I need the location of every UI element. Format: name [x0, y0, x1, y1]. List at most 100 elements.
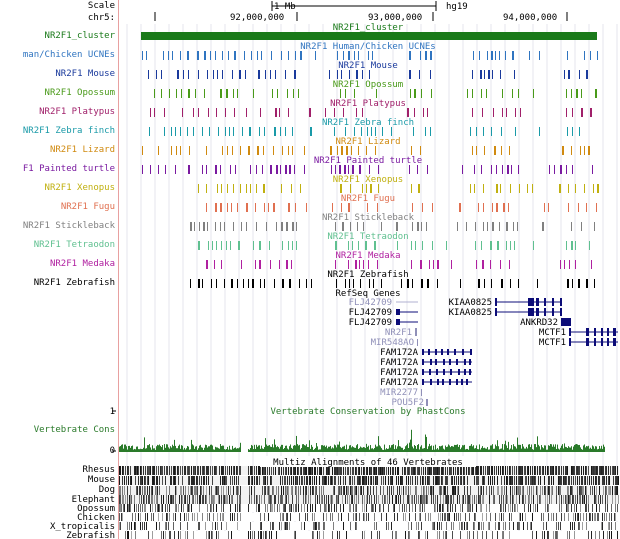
gene-label-flj42709-2[interactable]: FLJ42709 — [349, 308, 392, 318]
multiz-cell — [512, 486, 513, 495]
cons-bar — [540, 449, 541, 452]
ucne-element — [233, 184, 234, 193]
track-label-turtle[interactable]: F1 Painted turtle — [22, 164, 115, 174]
gene-ankrd32[interactable] — [561, 318, 571, 326]
track-label-cluster[interactable]: NR2F1_cluster — [44, 31, 115, 41]
multiz-cell — [226, 495, 227, 504]
multiz-cell — [578, 522, 579, 530]
multiz-cell — [202, 513, 203, 521]
multiz-cell — [574, 504, 575, 512]
track-label-medaka[interactable]: NR2F1 Medaka — [49, 259, 115, 269]
cons-bar — [594, 448, 595, 452]
gene-mir2277[interactable] — [421, 389, 422, 396]
cons-bar — [215, 446, 216, 452]
track-label-xenopus[interactable]: NR2F1 Xenopus — [44, 183, 115, 193]
gene-label-kiaa0825-1[interactable]: KIAA0825 — [449, 298, 492, 308]
cons-bar — [330, 445, 331, 452]
track-label-opossum[interactable]: NR2F1 Opossum — [44, 88, 115, 98]
track-label-vertebrate-cons[interactable]: Vertebrate Cons — [33, 425, 115, 435]
multiz-cell — [404, 466, 405, 475]
multiz-cell — [290, 513, 291, 521]
multiz-cell — [288, 486, 289, 495]
exon — [607, 338, 609, 346]
track-label-stickleback[interactable]: NR2F1 Stickleback — [22, 221, 115, 231]
gene-label-flj42709-3[interactable]: FLJ42709 — [349, 318, 392, 328]
ucne-element — [410, 89, 411, 98]
ucne-element — [227, 146, 228, 155]
multiz-cell — [437, 522, 438, 530]
track-label-human-chicken[interactable]: man/Chicken UCNEs — [22, 50, 115, 60]
multiz-cell — [401, 486, 402, 495]
cons-bar — [583, 445, 584, 452]
refseq-genes[interactable]: FLJ42709 FLJ42709 FLJ42709 NR2F1 MIR548A… — [349, 298, 618, 408]
multiz-cell — [145, 466, 146, 475]
multiz-cell — [130, 504, 131, 512]
gene-label-mctf1-2[interactable]: MCTF1 — [539, 338, 566, 348]
ucne-tracks[interactable] — [142, 51, 599, 288]
multiz-cell — [422, 504, 423, 512]
gene-label-fam172a-2[interactable]: FAM172A — [380, 358, 419, 368]
ucne-element — [366, 184, 367, 193]
track-label-platypus[interactable]: NR2F1 Platypus — [39, 107, 115, 117]
multiz-cell — [503, 522, 504, 530]
gene-label-fam172a-4[interactable]: FAM172A — [380, 378, 419, 388]
multiz-cell — [156, 466, 157, 475]
gene-label-nr2f1[interactable]: NR2F1 — [385, 328, 412, 338]
track-label-mouse[interactable]: NR2F1 Mouse — [55, 69, 115, 79]
multiz-cell — [499, 522, 500, 530]
track-label-zebrafish[interactable]: NR2F1 Zebrafish — [33, 278, 115, 288]
ucne-element — [233, 89, 234, 98]
ucne-element — [527, 184, 528, 193]
multiz-cell — [424, 486, 425, 495]
cluster-feature[interactable] — [141, 32, 597, 40]
cons-bar — [524, 448, 525, 452]
gene-label-fam172a-3[interactable]: FAM172A — [380, 368, 419, 378]
multiz-cell — [304, 466, 305, 475]
gene-label-kiaa0825-2[interactable]: KIAA0825 — [449, 308, 492, 318]
cons-bar — [237, 448, 238, 452]
gene-label-fam172a-1[interactable]: FAM172A — [380, 348, 419, 358]
cons-bar — [325, 446, 326, 452]
ucne-element — [366, 146, 367, 155]
cons-bar — [599, 445, 600, 452]
multiz-cell — [337, 531, 338, 539]
gene-mir548ao[interactable] — [417, 339, 418, 346]
conservation-wiggle[interactable] — [119, 429, 605, 452]
gene-nr2f1[interactable] — [415, 328, 417, 336]
multiz-cell — [289, 476, 290, 485]
cons-bar — [602, 448, 603, 452]
multiz-cell — [203, 486, 204, 495]
track-label-lizard[interactable]: NR2F1 Lizard — [49, 145, 115, 155]
ucne-element — [496, 165, 497, 174]
cons-bar — [310, 448, 311, 452]
gene-label-flj42709-1[interactable]: FLJ42709 — [349, 298, 392, 308]
gene-label-ankrd32[interactable]: ANKRD32 — [520, 318, 558, 328]
multiz-cell — [411, 466, 412, 475]
track-label-tetraodon[interactable]: NR2F1 Tetraodon — [33, 240, 115, 250]
gene-pou5f2[interactable] — [426, 399, 428, 406]
multiz-cell — [239, 504, 240, 512]
gene-label-mir548ao[interactable]: MIR548AO — [371, 338, 414, 348]
ucne-element — [198, 241, 200, 250]
multiz-cell — [307, 513, 308, 521]
multiz-cell — [423, 476, 424, 485]
gene-label-pou5f2[interactable]: POU5F2 — [391, 398, 424, 408]
gene-label-mctf1-1[interactable]: MCTF1 — [539, 328, 566, 338]
ucne-element — [208, 241, 209, 250]
cons-bar — [158, 445, 159, 452]
multiz-cell — [545, 466, 546, 475]
multiz-cell — [325, 476, 326, 485]
cons-bar — [414, 445, 415, 452]
multiz-cell — [452, 504, 453, 512]
track-title-lizard: NR2F1 Lizard — [335, 137, 400, 147]
gene-label-mir2277[interactable]: MIR2277 — [380, 388, 418, 398]
multiz-alignment-rows[interactable] — [119, 466, 619, 539]
cons-bar — [205, 444, 206, 452]
cons-bar — [571, 446, 572, 452]
multiz-cell — [353, 466, 354, 475]
track-label-zebrafinch[interactable]: NR2F1 Zebra finch — [22, 126, 115, 136]
track-label-fugu[interactable]: NR2F1 Fugu — [60, 202, 115, 212]
ucne-element — [292, 127, 293, 136]
